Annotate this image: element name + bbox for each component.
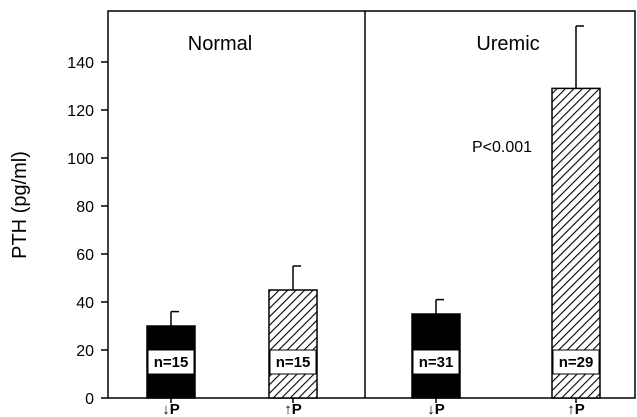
x-tick-label: ↑P (567, 401, 585, 417)
labels-layer: n=15 ↓P n=15 ↑P n=31 ↓P n=29 ↑P (154, 354, 594, 417)
x-tick-label: ↑P (284, 401, 302, 417)
y-tick-label: 60 (76, 247, 94, 264)
y-tick-label: 100 (67, 151, 94, 168)
plot-frame (107, 10, 636, 399)
n-label-box (269, 349, 317, 375)
p-value-annotation: P<0.001 (472, 139, 532, 156)
n-label-box (412, 349, 460, 375)
bar-4 (551, 87, 601, 399)
n-label: n=15 (276, 354, 311, 371)
n-label: n=31 (419, 354, 454, 371)
y-tick-label: 120 (67, 103, 94, 120)
bars-layer (146, 25, 601, 399)
n-label-box (147, 349, 195, 375)
n-label: n=29 (559, 354, 594, 371)
n-label-box (552, 349, 600, 375)
bar-2 (268, 289, 318, 399)
x-tick-label: ↓P (162, 401, 180, 417)
y-tick-label: 40 (76, 295, 94, 312)
group-label-normal: Normal (188, 33, 252, 55)
y-tick-label: 0 (85, 391, 94, 408)
y-tick-label: 140 (67, 55, 94, 72)
y-tick-label: 20 (76, 343, 94, 360)
y-axis-title: PTH (pg/ml) (9, 151, 31, 259)
y-axis: 0 20 40 60 80 100 120 140 (67, 55, 108, 408)
y-tick-label: 80 (76, 199, 94, 216)
group-label-uremic: Uremic (476, 33, 539, 55)
n-label: n=15 (154, 354, 189, 371)
x-tick-label: ↓P (427, 401, 445, 417)
